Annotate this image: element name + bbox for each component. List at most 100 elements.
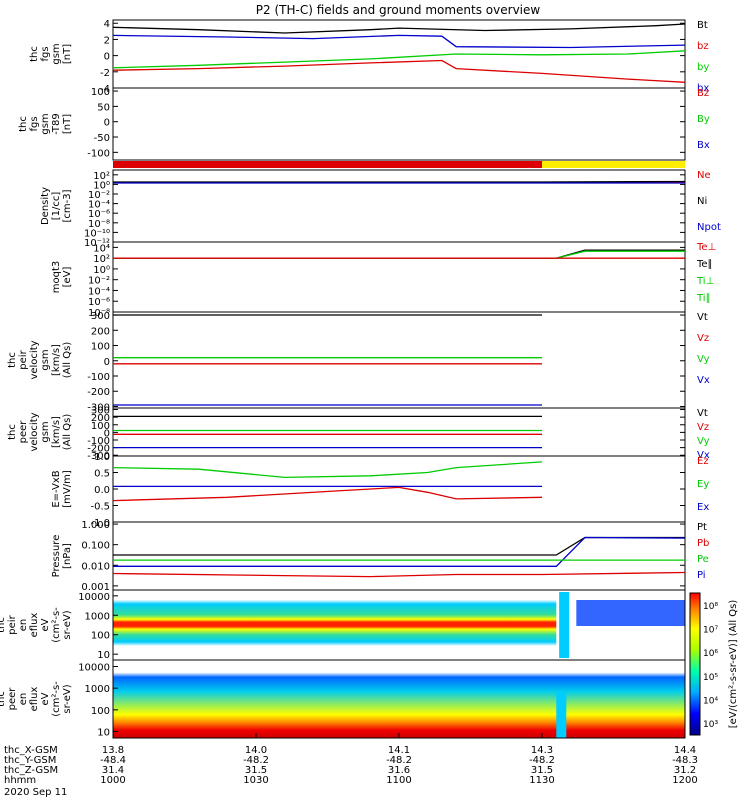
ylabel-line: eflux xyxy=(29,613,40,638)
ylabel-line: [km/s] xyxy=(51,416,62,448)
y-tick-label: 0 xyxy=(104,52,110,63)
x-axis: thc_X-GSM 13.8 14.0 14.1 14.3 14.4 thc_Y-GSM -4… xyxy=(4,733,698,786)
series-by xyxy=(112,50,686,69)
y-tick-label: 10⁻⁸ xyxy=(88,219,110,230)
series-Te xyxy=(113,250,685,259)
y-tick-label: 0.100 xyxy=(81,541,110,552)
y-tick-label: 200 xyxy=(91,413,110,424)
y-tick-label: 0.0 xyxy=(94,485,110,496)
legend-Ex: Ex xyxy=(697,502,709,513)
ylabel-density: Density [1/cc] [cm-3] xyxy=(40,187,73,225)
ylabel-line: gsm xyxy=(40,349,51,370)
spectrogram-peir_en: 10000 1000 100 10 xyxy=(78,589,686,661)
chart-title: P2 (TH-C) fields and ground moments over… xyxy=(256,3,541,17)
legend-Bt: Bt xyxy=(697,20,708,31)
colorbar-tick: 10⁵ xyxy=(703,673,718,683)
y-tick-label: 10⁻⁸ xyxy=(88,308,110,319)
ylabel-line: peir xyxy=(18,349,29,369)
y-tick-label: 0.001 xyxy=(81,582,110,593)
ylabel-peer_v: thc peer velocity gsm [km/s] (All Qs) xyxy=(7,412,73,451)
ylabel-line: Density xyxy=(40,187,51,225)
y-tick-label: 1000 xyxy=(85,684,110,695)
ylabel-line: [nT] xyxy=(62,114,73,134)
y-tick-label: -200 xyxy=(87,387,110,398)
y-tick-label: -2 xyxy=(100,68,110,79)
x-row-value: 14.3 xyxy=(531,745,553,756)
y-tick-label: -200 xyxy=(87,444,110,455)
y-tick-label: 10⁻¹⁰ xyxy=(84,228,110,239)
x-row-value: 1130 xyxy=(529,775,554,786)
y-tick-label: 10⁰ xyxy=(93,265,110,276)
y-tick-label: 0.5 xyxy=(94,469,110,480)
y-tick-label: 0 xyxy=(104,357,110,368)
series-bz xyxy=(112,59,686,83)
x-row-value: 31.4 xyxy=(102,765,124,776)
y-tick-label: 0 xyxy=(104,118,110,129)
x-row-value: -48.3 xyxy=(672,755,698,766)
ylabel-line: [nPa] xyxy=(62,543,73,569)
ylabel-fgs: thc fgs gsm [nT] xyxy=(29,43,73,64)
y-tick-label: 1.0 xyxy=(94,452,110,463)
ylabel-fgs_t89: thc fgs gsm -T89 [nT] xyxy=(18,113,73,135)
legend-by: by xyxy=(697,62,709,73)
ylabel-line: fgs xyxy=(29,116,40,131)
y-tick-label: 4 xyxy=(104,19,110,30)
y-tick-label: 200 xyxy=(91,326,110,337)
legend-Pb: Pb xyxy=(697,538,709,549)
ylabel-line: eV xyxy=(40,618,51,631)
y-tick-label: -50 xyxy=(94,133,110,144)
legend-Vt: Vt xyxy=(697,312,708,323)
x-row-value: 1030 xyxy=(243,775,268,786)
x-row-label: thc_Y-GSM xyxy=(4,755,56,766)
x-row-value: 31.6 xyxy=(388,765,410,776)
legend-Ey: Ey xyxy=(697,479,709,490)
legend-Ne: Ne xyxy=(697,170,711,181)
legend-By: By xyxy=(697,114,710,125)
ylabel-line: fgs xyxy=(40,46,51,61)
y-tick-label: 10000 xyxy=(78,592,110,603)
y-tick-label: -0.5 xyxy=(90,502,110,513)
spectrogram-band xyxy=(576,600,685,626)
ylabel-line: thc xyxy=(0,691,7,707)
legend-Vx: Vx xyxy=(697,375,710,386)
date-label: 2020 Sep 11 xyxy=(4,787,67,798)
spectrogram-spike xyxy=(559,592,570,658)
legend-Ni: Ni xyxy=(697,196,707,207)
ylabel-line: thc xyxy=(7,424,18,440)
legend-Ti⊥: Ti⊥ xyxy=(696,276,714,287)
y-tick-label: 100 xyxy=(91,342,110,353)
series-Ey xyxy=(112,461,543,479)
ylabel-e_field: E=-VxB [mV/m] xyxy=(51,470,73,508)
y-tick-label: 0 xyxy=(104,428,110,439)
x-row-value: 31.5 xyxy=(531,765,553,776)
ylabel-peir_en: thc peir en eflux eV (cm²-s-sr-eV) xyxy=(0,607,73,643)
ylabel-line: peer xyxy=(7,687,18,711)
y-tick-label: 10² xyxy=(93,171,110,182)
legend-Vx: Vx xyxy=(697,450,710,461)
legend-Vy: Vy xyxy=(697,436,710,447)
ylabel-line: (cm²-s- xyxy=(51,681,62,717)
ylabel-line: gsm xyxy=(40,421,51,442)
panel-frame xyxy=(112,311,686,409)
legend-Pe: Pe xyxy=(697,554,709,565)
ylabel-line: -T89 xyxy=(51,113,62,135)
panel-frame xyxy=(112,521,686,591)
ylabel-line: (All Qs) xyxy=(62,342,73,379)
panel-pressure: 1.000 0.100 0.010 0.001 Pt Pb Pe Pi xyxy=(81,520,709,593)
y-tick-label: 10⁻¹² xyxy=(84,238,110,249)
y-tick-label: -4 xyxy=(100,84,110,95)
y-tick-label: 10² xyxy=(93,254,110,265)
ylabel-line: [nT] xyxy=(62,44,73,64)
series-bx xyxy=(112,34,686,49)
x-row-value: 1100 xyxy=(386,775,411,786)
ylabel-line: en xyxy=(18,619,29,632)
panel-frame xyxy=(112,87,686,161)
y-tick-label: 50 xyxy=(97,102,110,113)
legend-Bz: Bz xyxy=(697,88,709,99)
y-tick-label: 10⁻⁴ xyxy=(88,200,110,211)
y-tick-label: 10000 xyxy=(78,663,110,674)
